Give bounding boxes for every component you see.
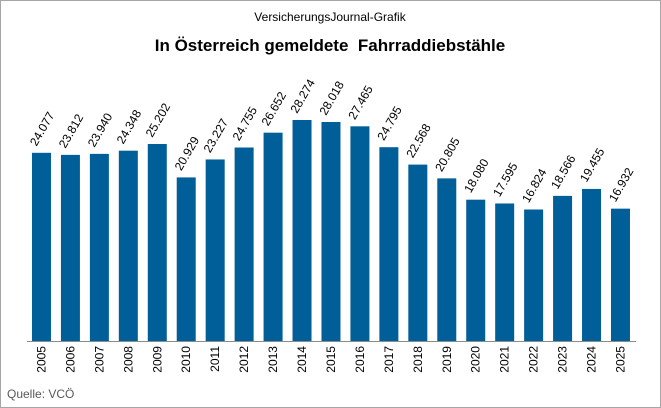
bar-2014 [292, 120, 312, 341]
x-tick-label-2014: 2014 [295, 346, 309, 373]
bar-2007 [89, 153, 109, 341]
bar-2023 [553, 195, 573, 341]
x-tick-label-2017: 2017 [382, 346, 396, 373]
x-tick-label-2005: 2005 [34, 346, 48, 373]
bar-2024 [582, 188, 602, 341]
x-tick-label-2012: 2012 [237, 346, 251, 373]
x-tick-label-2009: 2009 [150, 346, 164, 373]
bar-2018 [408, 164, 428, 341]
x-tick-label-2018: 2018 [411, 346, 425, 373]
x-tick-labels-group: 2005 2006 2007 2008 2009 2010 2011 2012 2013 2014… [34, 346, 627, 373]
x-tick-label-2011: 2011 [208, 346, 222, 372]
x-tick-label-2024: 2024 [585, 346, 599, 373]
x-tick-label-2006: 2006 [63, 346, 77, 373]
x-tick-label-2021: 2021 [498, 346, 512, 373]
x-tick-label-2023: 2023 [556, 346, 570, 373]
bar-2010 [176, 177, 196, 341]
x-tick-label-2015: 2015 [324, 346, 338, 373]
bar-2019 [437, 178, 457, 341]
bar-2015 [321, 122, 341, 341]
bar-2009 [147, 144, 167, 341]
bar-2017 [379, 147, 399, 341]
x-tick-label-2016: 2016 [353, 346, 367, 373]
bar-2008 [118, 150, 138, 341]
x-tick-label-2025: 2025 [613, 346, 627, 373]
x-tick-label-2019: 2019 [440, 346, 454, 373]
bar-2025 [610, 208, 630, 341]
source-line: VersicherungsJournal-Grafik [254, 10, 406, 24]
bars-group [31, 120, 630, 341]
bar-2021 [495, 203, 515, 341]
bar-2013 [263, 132, 283, 341]
bar-2005 [31, 152, 51, 341]
x-tick-label-2010: 2010 [179, 346, 193, 373]
bar-2022 [524, 209, 544, 341]
bar-2006 [60, 154, 80, 341]
chart-title: In Österreich gemeldete Fahrraddiebstähl… [155, 36, 506, 55]
x-tick-label-2013: 2013 [266, 346, 280, 373]
x-tick-label-2022: 2022 [527, 346, 541, 373]
x-tick-label-2020: 2020 [469, 346, 483, 373]
x-tick-label-2007: 2007 [92, 346, 106, 373]
x-tick-label-2008: 2008 [121, 346, 135, 373]
bar-2020 [466, 199, 486, 341]
bar-2016 [350, 126, 370, 341]
source-note: Quelle: VCÖ [7, 387, 74, 401]
bar-2011 [205, 159, 225, 341]
bar-2012 [234, 147, 254, 341]
